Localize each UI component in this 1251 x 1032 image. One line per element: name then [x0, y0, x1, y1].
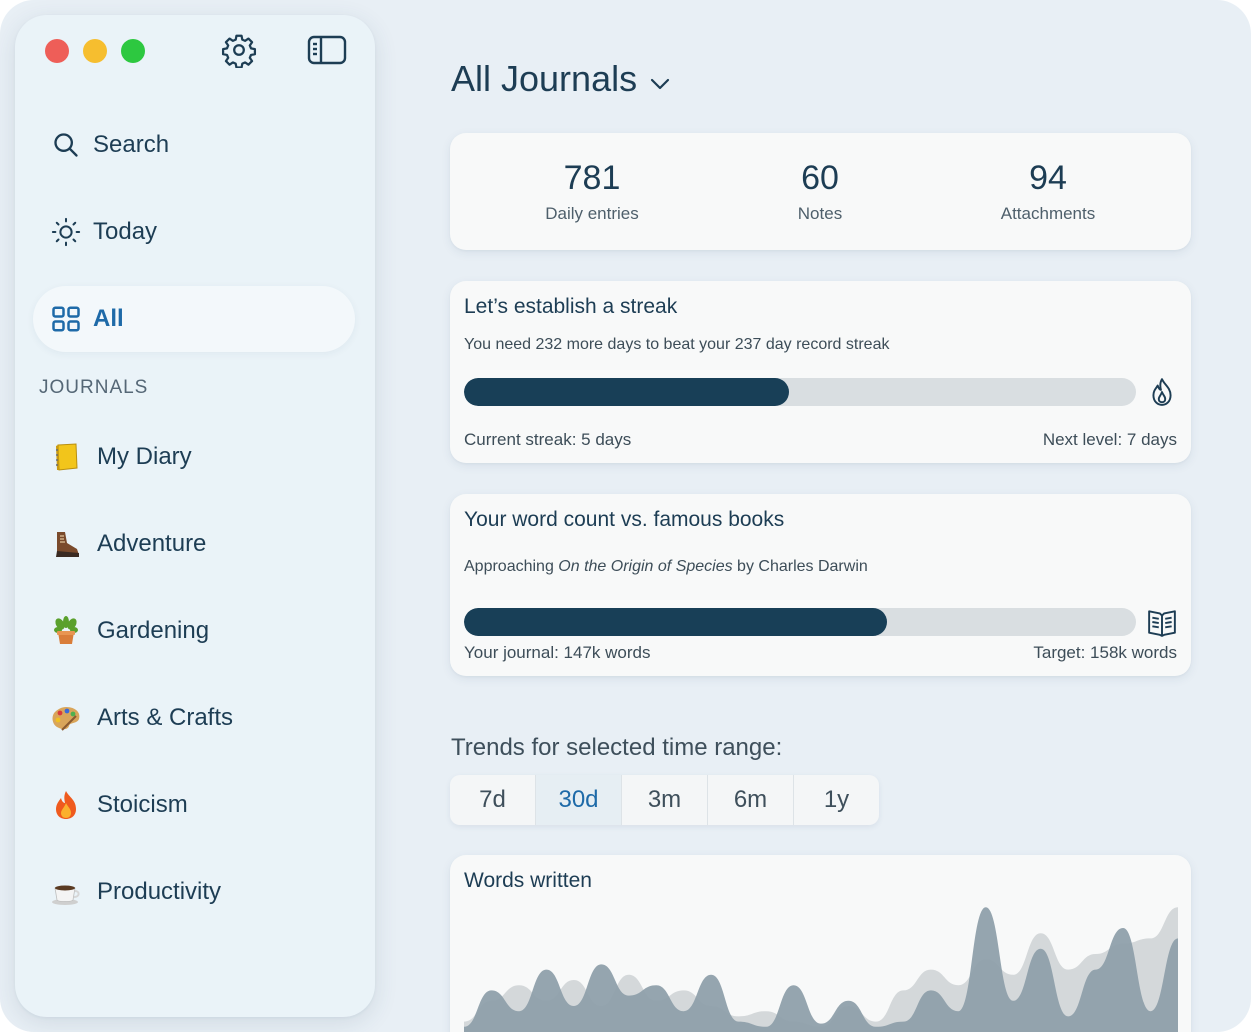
subtitle-prefix: Approaching — [464, 558, 559, 575]
journal-item-productivity[interactable]: Productivity — [33, 862, 355, 922]
notebook-icon — [49, 440, 83, 474]
range-30d-button[interactable]: 30d — [536, 775, 622, 825]
range-1y-button[interactable]: 1y — [823, 786, 850, 813]
subtitle-suffix: by Charles Darwin — [732, 558, 868, 575]
journal-word-count: Your journal: 147k words — [464, 643, 651, 662]
sidebar-item-label: Today — [93, 218, 158, 245]
chart-title: Words written — [464, 869, 592, 892]
book-title: On the Origin of Species — [558, 558, 733, 575]
streak-card: Let’s establish a streak You need 232 mo… — [450, 281, 1191, 463]
minimize-window-button[interactable] — [83, 39, 107, 63]
wordcount-title: Your word count vs. famous books — [464, 508, 785, 531]
stat-label: Notes — [797, 204, 843, 223]
stat-attachments: 94 Attachments — [928, 159, 1168, 224]
streak-progress-bar — [464, 378, 1136, 406]
current-streak: Current streak: 5 days — [464, 430, 632, 449]
sidebar: Search Today All — [15, 15, 375, 1017]
journal-selector[interactable]: All Journals — [451, 58, 671, 100]
zoom-window-button[interactable] — [121, 39, 145, 63]
stat-label: Attachments — [1000, 204, 1096, 223]
sidebar-item-today[interactable]: Today — [33, 199, 355, 265]
streak-subtitle: You need 232 more days to beat your 237 … — [464, 336, 890, 353]
coffee-icon — [49, 875, 83, 909]
wordcount-progress-fill — [464, 608, 888, 636]
palette-icon — [49, 701, 83, 735]
trends-label: Trends for selected time range: — [451, 734, 783, 761]
time-range-selector: 7d 30d 3m 6m 1y — [450, 775, 879, 825]
gear-icon[interactable] — [218, 29, 260, 71]
range-7d-button[interactable]: 7d — [450, 775, 536, 825]
chart-series-area-0 — [464, 907, 1178, 1032]
flame-icon — [1146, 376, 1178, 408]
sidebar-item-label: All — [93, 305, 124, 332]
words-written-card: Words written — [450, 855, 1191, 1032]
potted-plant-icon — [49, 614, 83, 648]
journal-item-label: Productivity — [97, 878, 222, 905]
journal-item-gardening[interactable]: Gardening — [33, 601, 355, 661]
grid-icon — [51, 304, 81, 334]
streak-progress-fill — [464, 378, 789, 406]
search-icon — [51, 130, 81, 160]
stat-value: 60 — [801, 159, 839, 197]
sidebar-item-search[interactable]: Search — [33, 112, 355, 178]
next-level: Next level: 7 days — [1042, 430, 1177, 449]
sidebar-toggle-icon[interactable] — [306, 29, 348, 71]
journal-item-label: My Diary — [97, 443, 192, 470]
range-3m-button[interactable]: 3m — [622, 775, 708, 825]
journal-item-stoicism[interactable]: Stoicism — [33, 775, 355, 835]
sidebar-item-label: Search — [93, 131, 170, 158]
stat-value: 94 — [1029, 159, 1067, 197]
sidebar-item-all[interactable]: All — [33, 286, 355, 352]
stat-value: 781 — [563, 159, 621, 197]
wordcount-subtitle: Approaching On the Origin of Species by … — [464, 558, 868, 576]
journal-item-my-diary[interactable]: My Diary — [33, 427, 355, 487]
wordcount-card: Your word count vs. famous books Approac… — [450, 494, 1191, 676]
fire-icon — [49, 788, 83, 822]
target-word-count: Target: 158k words — [1033, 643, 1177, 662]
streak-title: Let’s establish a streak — [464, 295, 678, 318]
stat-notes: 60 Notes — [700, 159, 940, 224]
stat-label: Daily entries — [545, 204, 639, 223]
stats-card: 781 Daily entries 60 Notes 94 Attachment… — [450, 133, 1191, 250]
chevron-down-icon — [649, 58, 671, 100]
page-title: All Journals — [451, 58, 638, 99]
book-icon — [1146, 606, 1178, 638]
journal-item-adventure[interactable]: Adventure — [33, 514, 355, 574]
journal-item-label: Gardening — [97, 617, 210, 644]
hiking-boot-icon — [49, 527, 83, 561]
journal-item-label: Stoicism — [97, 791, 188, 818]
journal-item-label: Adventure — [97, 530, 207, 557]
range-6m-button[interactable]: 6m — [708, 775, 794, 825]
journal-item-arts-crafts[interactable]: Arts & Crafts — [33, 688, 355, 748]
journals-section-header: JOURNALS — [39, 377, 149, 398]
close-window-button[interactable] — [45, 39, 69, 63]
stat-daily-entries: 781 Daily entries — [472, 159, 712, 224]
wordcount-progress-bar — [464, 608, 1136, 636]
words-written-chart — [464, 907, 1178, 1032]
sun-icon — [51, 217, 81, 247]
journal-item-label: Arts & Crafts — [97, 704, 234, 731]
